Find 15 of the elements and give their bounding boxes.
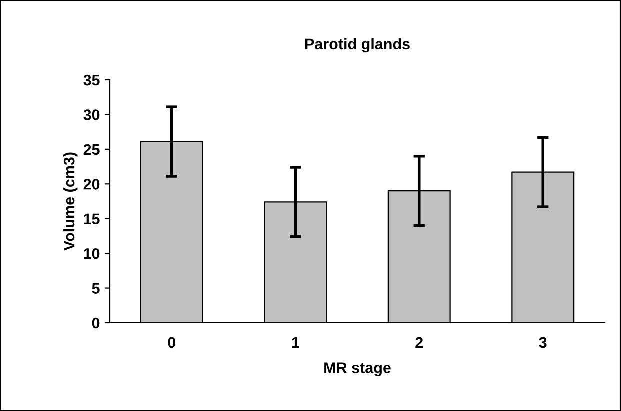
x-axis-title: MR stage xyxy=(324,362,391,376)
x-tick-label: 3 xyxy=(539,337,547,348)
y-axis-title: Volume (cm3) xyxy=(63,152,78,251)
y-tick-label: 10 xyxy=(84,248,100,260)
y-tick-label: 5 xyxy=(92,283,100,294)
y-tick-label: 15 xyxy=(84,214,100,225)
y-tick-label: 20 xyxy=(84,179,100,190)
x-tick-label: 1 xyxy=(292,337,300,348)
y-tick-label: 0 xyxy=(92,318,100,329)
y-tick-label: 35 xyxy=(84,74,100,86)
chart-title: Parotid glands xyxy=(305,38,410,53)
x-tick-label: 2 xyxy=(416,337,424,348)
y-tick-label: 30 xyxy=(84,110,100,120)
y-tick-label: 25 xyxy=(84,144,100,156)
x-tick-label: 0 xyxy=(168,337,176,348)
